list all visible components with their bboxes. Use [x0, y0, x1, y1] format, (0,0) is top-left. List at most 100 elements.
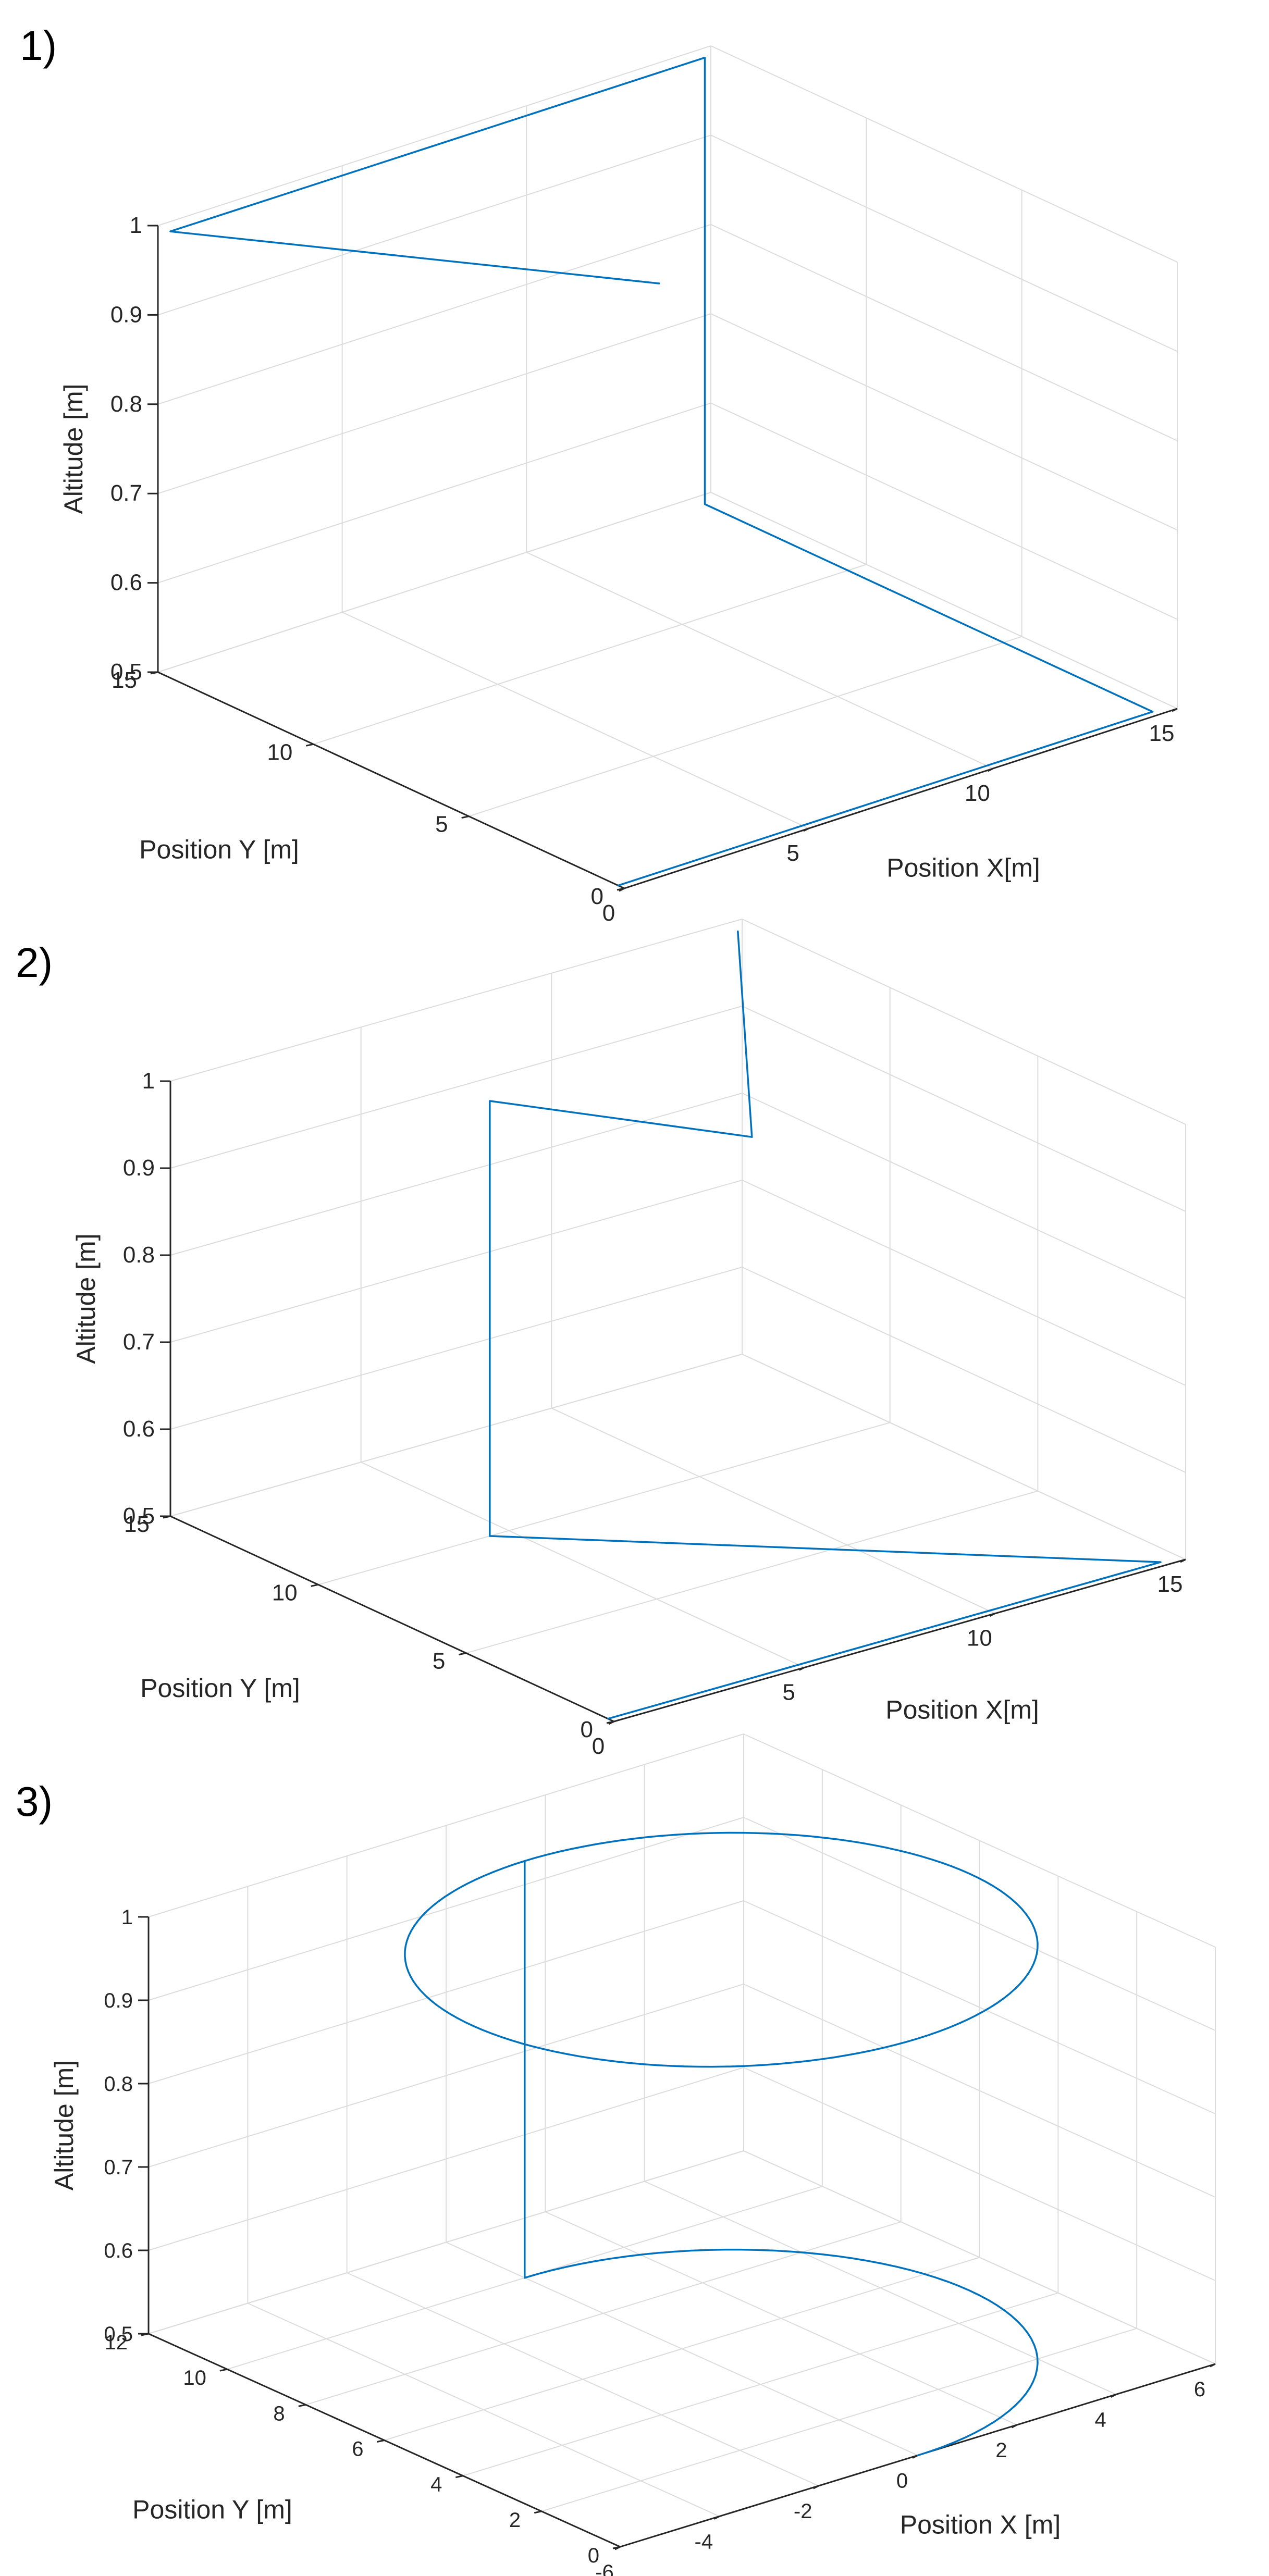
grid-line — [170, 1180, 743, 1343]
x-tick-label: 0 — [602, 900, 615, 926]
z-tick-label: 1 — [121, 1906, 133, 1929]
x-tick-label: 15 — [1149, 721, 1175, 746]
grid-line — [157, 402, 711, 584]
x-tick-label: 5 — [786, 840, 799, 866]
grid-line — [551, 1407, 995, 1614]
grid-line — [742, 1093, 1186, 1299]
grid-line — [743, 1817, 1216, 2031]
grid-line — [742, 1354, 1186, 1560]
x-tick — [713, 2516, 720, 2520]
grid-line — [743, 1733, 1216, 1948]
grid-line — [148, 2150, 744, 2334]
y-axis-title: Position Y [m] — [139, 835, 299, 864]
grid-line — [742, 919, 1186, 1125]
y-axis-title: Position Y [m] — [132, 2495, 292, 2524]
x-tick-label: 6 — [1194, 2378, 1205, 2401]
x-tick-label: 15 — [1157, 1571, 1183, 1597]
z-tick-label: 0.9 — [104, 1989, 133, 2012]
z-tick-label: 0.5 — [110, 659, 142, 685]
y-tick-label: 4 — [430, 2473, 442, 2496]
x-tick-label: -6 — [595, 2561, 614, 2576]
z-axis-title: Altitude [m] — [50, 2060, 79, 2190]
grid-line — [710, 224, 1178, 441]
y-tick-label: 6 — [352, 2438, 363, 2461]
z-axis-title: Altitude [m] — [71, 1233, 101, 1364]
z-tick-label: 0.6 — [110, 570, 142, 596]
x-axis-title: Position X [m] — [900, 2510, 1061, 2540]
z-tick-label: 1 — [142, 1068, 155, 1094]
y-tick-label: 8 — [273, 2402, 285, 2425]
z-tick-label: 0.5 — [123, 1503, 155, 1529]
y-tick-label: 0 — [591, 884, 603, 909]
grid-line — [710, 45, 1178, 263]
z-tick-label: 0.7 — [104, 2156, 133, 2179]
x-tick — [1210, 2363, 1216, 2368]
x-axis-line — [613, 1558, 1186, 1723]
y-tick — [606, 1720, 614, 1724]
grid-line — [361, 1462, 805, 1668]
x-tick — [803, 827, 809, 832]
x-tick — [1011, 2424, 1018, 2429]
z-axis-title: Altitude [m] — [59, 383, 88, 514]
grid-line — [305, 2221, 901, 2406]
y-axis-title: Position Y [m] — [140, 1674, 300, 1703]
grid-lines — [157, 45, 1178, 889]
grid-line — [384, 2257, 980, 2441]
y-tick-label: 12 — [105, 2331, 128, 2354]
y-tick — [455, 2475, 463, 2479]
grid-line — [466, 1490, 1038, 1654]
x-tick-label: 0 — [896, 2470, 908, 2493]
grid-line — [710, 492, 1178, 709]
grid-line — [148, 2067, 744, 2251]
x-tick — [1110, 2394, 1117, 2398]
x-tick-label: -2 — [794, 2500, 812, 2523]
grid-line — [710, 313, 1178, 531]
grid-line — [318, 1422, 890, 1586]
grid-line — [148, 1733, 744, 1917]
grid-line — [170, 1267, 743, 1430]
y-tick — [612, 2546, 621, 2549]
x-tick-label: 0 — [592, 1733, 605, 1759]
grid-lines — [170, 919, 1186, 1722]
x-tick — [812, 2485, 819, 2490]
panel-label: 1) — [20, 22, 57, 69]
grid-lines — [148, 1733, 1216, 2547]
y-tick — [459, 1652, 466, 1656]
grid-line — [148, 1817, 744, 2001]
z-tick-label: 0.6 — [104, 2239, 133, 2262]
grid-line — [526, 552, 993, 769]
x-axis-title: Position X[m] — [886, 853, 1040, 883]
grid-line — [157, 45, 711, 226]
y-tick-label: 15 — [124, 1512, 150, 1537]
z-tick-label: 0.8 — [104, 2073, 133, 2096]
trajectory-line — [489, 930, 1162, 1720]
y-tick-label: 15 — [112, 667, 137, 693]
grid-line — [541, 2327, 1137, 2512]
x-tick-label: 10 — [967, 1626, 992, 1651]
y-tick-label: 10 — [267, 739, 292, 765]
y-tick — [219, 2368, 228, 2372]
z-tick-label: 0.8 — [123, 1242, 155, 1268]
panel-label: 2) — [16, 939, 53, 986]
y-tick — [311, 1583, 318, 1587]
y-tick-label: 0 — [581, 1717, 593, 1742]
grid-line — [170, 1006, 743, 1169]
y-tick — [306, 743, 314, 747]
grid-line — [313, 564, 867, 745]
z-tick-label: 0.7 — [123, 1329, 155, 1355]
y-tick — [298, 2404, 306, 2407]
y-tick — [534, 2510, 542, 2514]
grid-line — [148, 1900, 744, 2084]
grid-line — [157, 492, 711, 673]
grid-line — [743, 2150, 1216, 2364]
x-tick — [989, 1613, 996, 1617]
y-axis-line — [170, 1515, 614, 1723]
plot-panel-3: 3) -6 -4 -2 0 2 4 6 0 2 4 6 8 10 120.5 0.6 0.7 0.8 0.9 1 Pos… — [16, 1733, 1216, 2576]
grid-line — [170, 1354, 743, 1517]
trajectory-line — [169, 56, 1154, 887]
x-tick — [1180, 1558, 1186, 1563]
x-tick-label: 4 — [1095, 2409, 1106, 2432]
